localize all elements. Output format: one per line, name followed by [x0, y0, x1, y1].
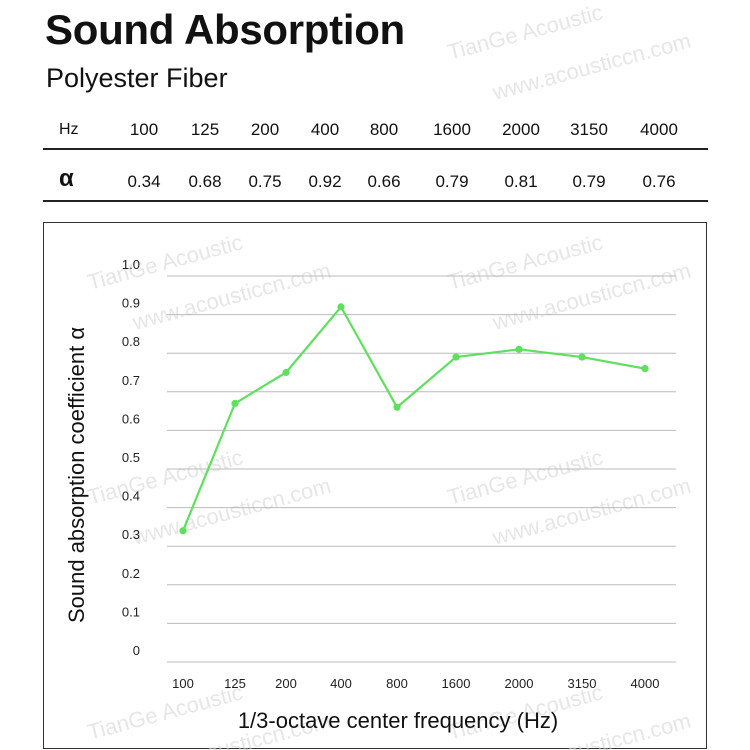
frequency-cell: 1600 — [433, 120, 471, 139]
alpha-cell: 0.75 — [248, 172, 282, 191]
page-title: Sound Absorption — [45, 6, 405, 53]
frequency-cell: 4000 — [640, 120, 678, 139]
alpha-cell: 0.66 — [367, 172, 401, 191]
x-tick-label: 100 — [172, 676, 194, 691]
frequency-row: Hz 100 125 200 400 800 1600 2000 3150 40… — [43, 112, 708, 150]
data-point — [179, 527, 187, 535]
watermark-text: TianGe Acoustic — [85, 679, 245, 744]
x-tick-label: 3150 — [568, 676, 597, 691]
spec-table: Hz 100 125 200 400 800 1600 2000 3150 40… — [43, 112, 708, 202]
x-tick-label: 200 — [275, 676, 297, 691]
data-point — [452, 353, 460, 361]
y-axis-title: Sound absorption coefficient α — [64, 327, 89, 623]
x-axis-title: 1/3-octave center frequency (Hz) — [238, 708, 558, 733]
frequency-cell: 800 — [369, 120, 399, 139]
page-subtitle: Polyester Fiber — [46, 63, 228, 93]
data-point — [337, 303, 345, 311]
alpha-cell: 0.34 — [127, 172, 161, 191]
alpha-cell: 0.68 — [188, 172, 222, 191]
alpha-cell: 0.79 — [435, 172, 469, 191]
y-tick-label: 0.4 — [122, 489, 140, 504]
frequency-cell: 2000 — [502, 120, 540, 139]
data-point — [393, 403, 401, 411]
frequency-cell: 125 — [190, 120, 220, 139]
frequency-label: Hz — [59, 121, 79, 138]
y-tick-label: 0.3 — [122, 527, 140, 542]
alpha-cell: 0.81 — [504, 172, 538, 191]
watermark-text: TianGe Acoustic — [445, 444, 605, 509]
x-tick-label: 2000 — [505, 676, 534, 691]
y-tick-label: 0 — [133, 643, 140, 658]
watermark-text: TianGe Acoustic — [85, 229, 245, 294]
y-tick-label: 1.0 — [122, 257, 140, 272]
data-point — [578, 353, 586, 361]
y-tick-label: 0.7 — [122, 373, 140, 388]
x-tick-label: 400 — [330, 676, 352, 691]
data-point — [515, 345, 523, 353]
frequency-cell: 200 — [250, 120, 280, 139]
x-tick-label: 4000 — [631, 676, 660, 691]
series-layer — [179, 303, 649, 535]
y-tick-label: 0.1 — [122, 604, 140, 619]
x-tick-labels: 100 125 200 400 800 1600 2000 3150 4000 — [172, 676, 659, 691]
y-tick-labels: 0 0.1 0.2 0.3 0.4 0.5 0.6 0.7 0.8 0.9 1.0 — [122, 257, 140, 658]
y-tick-label: 0.8 — [122, 334, 140, 349]
gridlines — [167, 275, 676, 663]
data-point — [641, 365, 649, 373]
chart-frame — [43, 222, 707, 749]
alpha-label: α — [59, 165, 74, 192]
y-tick-label: 0.9 — [122, 296, 140, 311]
y-tick-label: 0.5 — [122, 450, 140, 465]
frequency-cell: 100 — [129, 120, 159, 139]
frequency-cell: 3150 — [570, 120, 608, 139]
y-tick-label: 0.2 — [122, 566, 140, 581]
watermark-text: TianGe Acoustic — [445, 0, 605, 65]
alpha-cell: 0.79 — [572, 172, 606, 191]
watermark-text: TianGe Acoustic — [445, 229, 605, 294]
frequency-cell: 400 — [310, 120, 340, 139]
data-point — [282, 368, 290, 377]
x-tick-label: 800 — [386, 676, 408, 691]
data-point — [231, 399, 239, 407]
alpha-row: α 0.34 0.68 0.75 0.92 0.66 0.79 0.81 0.7… — [43, 150, 708, 202]
alpha-cell: 0.92 — [308, 172, 342, 191]
alpha-cell: 0.76 — [642, 172, 676, 191]
x-tick-label: 1600 — [442, 676, 471, 691]
y-tick-label: 0.6 — [122, 411, 140, 426]
x-tick-label: 125 — [224, 676, 246, 691]
watermark-text: TianGe Acoustic — [85, 444, 245, 509]
